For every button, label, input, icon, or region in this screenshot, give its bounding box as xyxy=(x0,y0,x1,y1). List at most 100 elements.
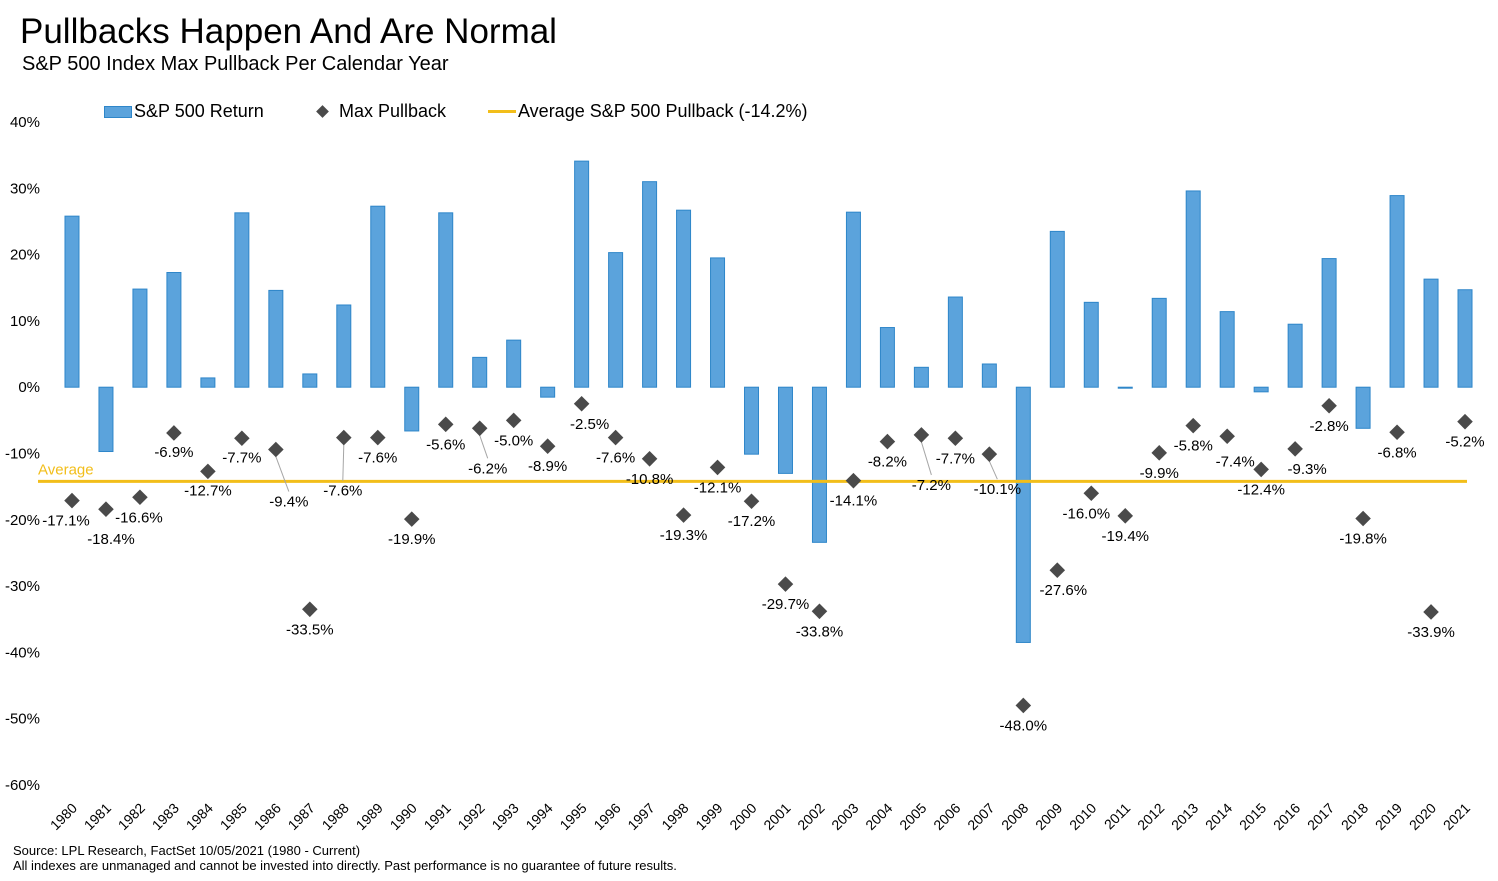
x-tick-label: 1991 xyxy=(421,800,454,833)
pullback-label: -27.6% xyxy=(1040,582,1088,599)
pullback-diamond xyxy=(505,412,522,429)
y-tick-label: -40% xyxy=(5,644,40,661)
source-note: Source: LPL Research, FactSet 10/05/2021… xyxy=(13,843,361,858)
return-bar xyxy=(302,373,318,388)
y-tick-label: 10% xyxy=(10,313,40,330)
pullback-diamond xyxy=(1389,424,1405,441)
legend-item-return: S&P 500 Return xyxy=(104,101,264,122)
x-tick-label: 2000 xyxy=(726,800,759,833)
pullback-diamond xyxy=(641,451,658,467)
pullback-label: -29.7% xyxy=(762,596,810,613)
x-tick-label: 2011 xyxy=(1101,800,1134,833)
x-tick-label: 1984 xyxy=(183,800,216,833)
pullback-diamond xyxy=(709,459,726,476)
x-tick-label: 1995 xyxy=(556,800,589,833)
x-tick-label: 2021 xyxy=(1440,800,1473,833)
pullback-label: -33.8% xyxy=(796,623,844,640)
pullback-diamond xyxy=(1253,461,1269,478)
pullback-diamond xyxy=(743,493,760,510)
x-tick-label: 2018 xyxy=(1338,800,1371,833)
y-tick-label: -60% xyxy=(5,777,40,794)
legend-line-swatch xyxy=(488,110,516,113)
return-bar xyxy=(540,386,556,398)
pullback-label: -16.6% xyxy=(115,509,163,526)
pullback-label: -2.5% xyxy=(570,416,609,433)
return-bar xyxy=(1389,195,1405,388)
return-bar xyxy=(744,386,760,455)
return-bar xyxy=(845,211,861,388)
return-bar xyxy=(1287,323,1303,388)
pullback-diamond xyxy=(1151,445,1168,461)
x-tick-label: 2016 xyxy=(1270,800,1303,833)
return-bar xyxy=(268,289,284,388)
return-bar xyxy=(1083,301,1099,388)
return-bar xyxy=(336,304,352,388)
x-tick-label: 1990 xyxy=(387,800,420,833)
return-bar xyxy=(1253,386,1269,393)
pullback-label: -9.9% xyxy=(1140,465,1179,482)
disclaimer-note: All indexes are unmanaged and cannot be … xyxy=(13,858,677,873)
x-tick-label: 1985 xyxy=(217,800,250,833)
x-tick-label: 2007 xyxy=(964,800,997,833)
pullback-label: -9.4% xyxy=(269,494,308,511)
return-bar xyxy=(811,386,827,543)
legend-item-pullback: Max Pullback xyxy=(308,101,446,122)
return-bar xyxy=(676,209,692,388)
y-tick-label: 0% xyxy=(18,379,40,396)
pullback-diamond xyxy=(1185,417,1201,434)
x-tick-label: 2012 xyxy=(1134,800,1167,833)
pullback-label: -7.7% xyxy=(222,449,261,466)
pullback-label: -6.8% xyxy=(1377,444,1416,461)
y-tick-label: -50% xyxy=(5,711,40,728)
return-bar xyxy=(777,386,793,474)
pullback-diamond xyxy=(1355,510,1371,527)
leader-line xyxy=(275,456,290,492)
pullback-label: -12.1% xyxy=(694,479,742,496)
pullback-diamond xyxy=(1457,413,1473,430)
return-bar xyxy=(64,215,80,388)
pullback-label: -5.0% xyxy=(494,432,533,449)
pullback-label: -19.4% xyxy=(1101,528,1149,545)
x-tick-label: 2013 xyxy=(1168,800,1201,833)
x-tick-label: 2003 xyxy=(828,800,861,833)
x-tick-label: 1988 xyxy=(319,800,352,833)
chart-title: Pullbacks Happen And Are Normal xyxy=(20,12,557,51)
x-tick-label: 2010 xyxy=(1066,800,1099,833)
leader-line xyxy=(479,435,489,459)
pullback-diamond xyxy=(302,601,318,618)
pullback-diamond xyxy=(947,430,964,447)
pullback-diamond xyxy=(1117,508,1134,524)
return-bar xyxy=(370,205,386,388)
return-bar xyxy=(506,339,522,388)
pullback-diamond xyxy=(539,438,556,454)
pullback-label: -7.4% xyxy=(1216,453,1255,470)
x-tick-label: 2019 xyxy=(1372,800,1405,833)
pullback-label: -7.6% xyxy=(323,483,362,500)
leader-line xyxy=(342,444,345,481)
legend-average-label: Average S&P 500 Pullback (-14.2%) xyxy=(518,101,808,121)
return-bar xyxy=(472,356,488,388)
pullback-label: -2.8% xyxy=(1310,418,1349,435)
x-tick-label: 2001 xyxy=(760,800,793,833)
x-tick-label: 1998 xyxy=(658,800,691,833)
pullback-label: -7.6% xyxy=(358,450,397,467)
legend-pullback-label: Max Pullback xyxy=(339,101,447,121)
chart-subtitle: S&P 500 Index Max Pullback Per Calendar … xyxy=(22,53,449,75)
y-tick-label: 40% xyxy=(10,114,40,131)
pullback-diamond xyxy=(1049,562,1066,578)
return-bar xyxy=(166,272,182,388)
return-bar xyxy=(1219,311,1235,388)
x-tick-label: 2006 xyxy=(930,800,963,833)
pullback-label: -17.2% xyxy=(728,513,776,530)
y-tick-label: -10% xyxy=(5,446,40,463)
pullback-diamond xyxy=(777,576,794,592)
x-tick-label: 1999 xyxy=(692,800,725,833)
x-tick-label: 1981 xyxy=(81,800,114,833)
y-tick-label: -20% xyxy=(5,512,40,529)
x-tick-label: 1994 xyxy=(522,800,555,833)
pullback-label: -5.8% xyxy=(1174,438,1213,455)
y-tick-label: 20% xyxy=(10,247,40,264)
x-tick-label: 2014 xyxy=(1202,800,1235,833)
pullback-diamond xyxy=(879,433,896,450)
